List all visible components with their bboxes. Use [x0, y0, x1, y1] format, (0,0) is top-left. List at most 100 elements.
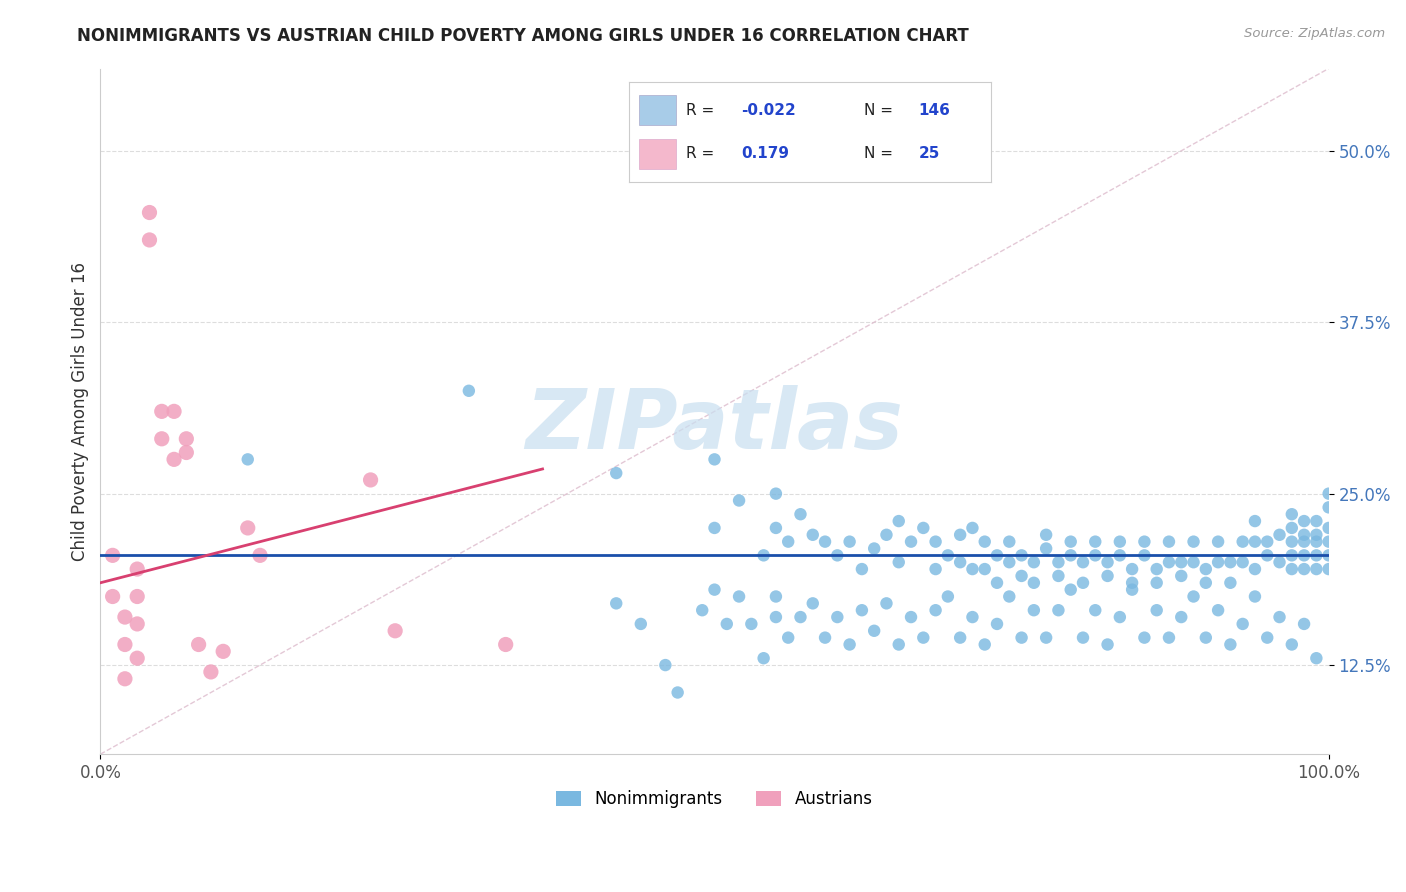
Point: [1035, 528, 1057, 542]
Point: [1182, 555, 1205, 569]
Point: [1195, 562, 1218, 576]
Point: [728, 590, 751, 604]
Point: [1011, 549, 1033, 563]
Point: [1182, 590, 1205, 604]
Point: [827, 549, 849, 563]
Point: [765, 590, 787, 604]
Point: [630, 616, 652, 631]
Point: [838, 534, 860, 549]
Point: [101, 590, 124, 604]
Point: [101, 549, 124, 563]
Point: [176, 432, 198, 446]
Point: [962, 521, 984, 535]
Point: [1219, 555, 1241, 569]
Point: [1206, 555, 1229, 569]
Point: [1294, 528, 1316, 542]
Point: [176, 445, 198, 459]
Point: [814, 631, 837, 645]
Point: [998, 534, 1021, 549]
Point: [1281, 549, 1303, 563]
Point: [1281, 534, 1303, 549]
Point: [690, 603, 713, 617]
Point: [138, 205, 160, 219]
Point: [789, 507, 811, 521]
Point: [986, 575, 1008, 590]
Point: [887, 555, 910, 569]
Point: [875, 528, 897, 542]
Point: [936, 549, 959, 563]
Point: [666, 685, 689, 699]
Point: [986, 549, 1008, 563]
Point: [949, 528, 972, 542]
Point: [1256, 534, 1278, 549]
Point: [1084, 534, 1107, 549]
Point: [1281, 521, 1303, 535]
Point: [900, 534, 922, 549]
Point: [1317, 521, 1340, 535]
Point: [1294, 549, 1316, 563]
Point: [163, 404, 186, 418]
Point: [1294, 514, 1316, 528]
Point: [973, 534, 995, 549]
Point: [887, 514, 910, 528]
Point: [778, 631, 800, 645]
Point: [1317, 486, 1340, 500]
Point: [1268, 610, 1291, 624]
Point: [1071, 631, 1094, 645]
Point: [1206, 534, 1229, 549]
Point: [973, 638, 995, 652]
Point: [1294, 562, 1316, 576]
Point: [1108, 610, 1130, 624]
Point: [1084, 603, 1107, 617]
Point: [1256, 631, 1278, 645]
Point: [1244, 590, 1267, 604]
Text: ZIPatlas: ZIPatlas: [526, 384, 904, 466]
Point: [1133, 549, 1156, 563]
Point: [1047, 603, 1070, 617]
Point: [765, 486, 787, 500]
Point: [1182, 534, 1205, 549]
Point: [863, 541, 886, 556]
Point: [1108, 534, 1130, 549]
Point: [752, 651, 775, 665]
Point: [1157, 631, 1180, 645]
Point: [728, 493, 751, 508]
Point: [654, 658, 676, 673]
Point: [384, 624, 406, 638]
Point: [924, 534, 946, 549]
Point: [752, 549, 775, 563]
Point: [127, 590, 149, 604]
Point: [127, 562, 149, 576]
Point: [150, 432, 173, 446]
Point: [1219, 638, 1241, 652]
Point: [127, 651, 149, 665]
Point: [1281, 562, 1303, 576]
Point: [863, 624, 886, 638]
Point: [912, 521, 935, 535]
Point: [605, 596, 627, 610]
Point: [962, 562, 984, 576]
Point: [962, 610, 984, 624]
Point: [1244, 562, 1267, 576]
Y-axis label: Child Poverty Among Girls Under 16: Child Poverty Among Girls Under 16: [72, 262, 89, 561]
Point: [1305, 534, 1327, 549]
Point: [1170, 555, 1192, 569]
Point: [1206, 603, 1229, 617]
Point: [127, 616, 149, 631]
Point: [1281, 507, 1303, 521]
Point: [912, 631, 935, 645]
Point: [1195, 631, 1218, 645]
Point: [1317, 562, 1340, 576]
Point: [1060, 534, 1083, 549]
Point: [1305, 562, 1327, 576]
Point: [1317, 534, 1340, 549]
Point: [703, 521, 725, 535]
Point: [1268, 555, 1291, 569]
Point: [924, 562, 946, 576]
Point: [900, 610, 922, 624]
Point: [851, 562, 873, 576]
Point: [1022, 555, 1045, 569]
Point: [1294, 616, 1316, 631]
Point: [851, 603, 873, 617]
Point: [1268, 528, 1291, 542]
